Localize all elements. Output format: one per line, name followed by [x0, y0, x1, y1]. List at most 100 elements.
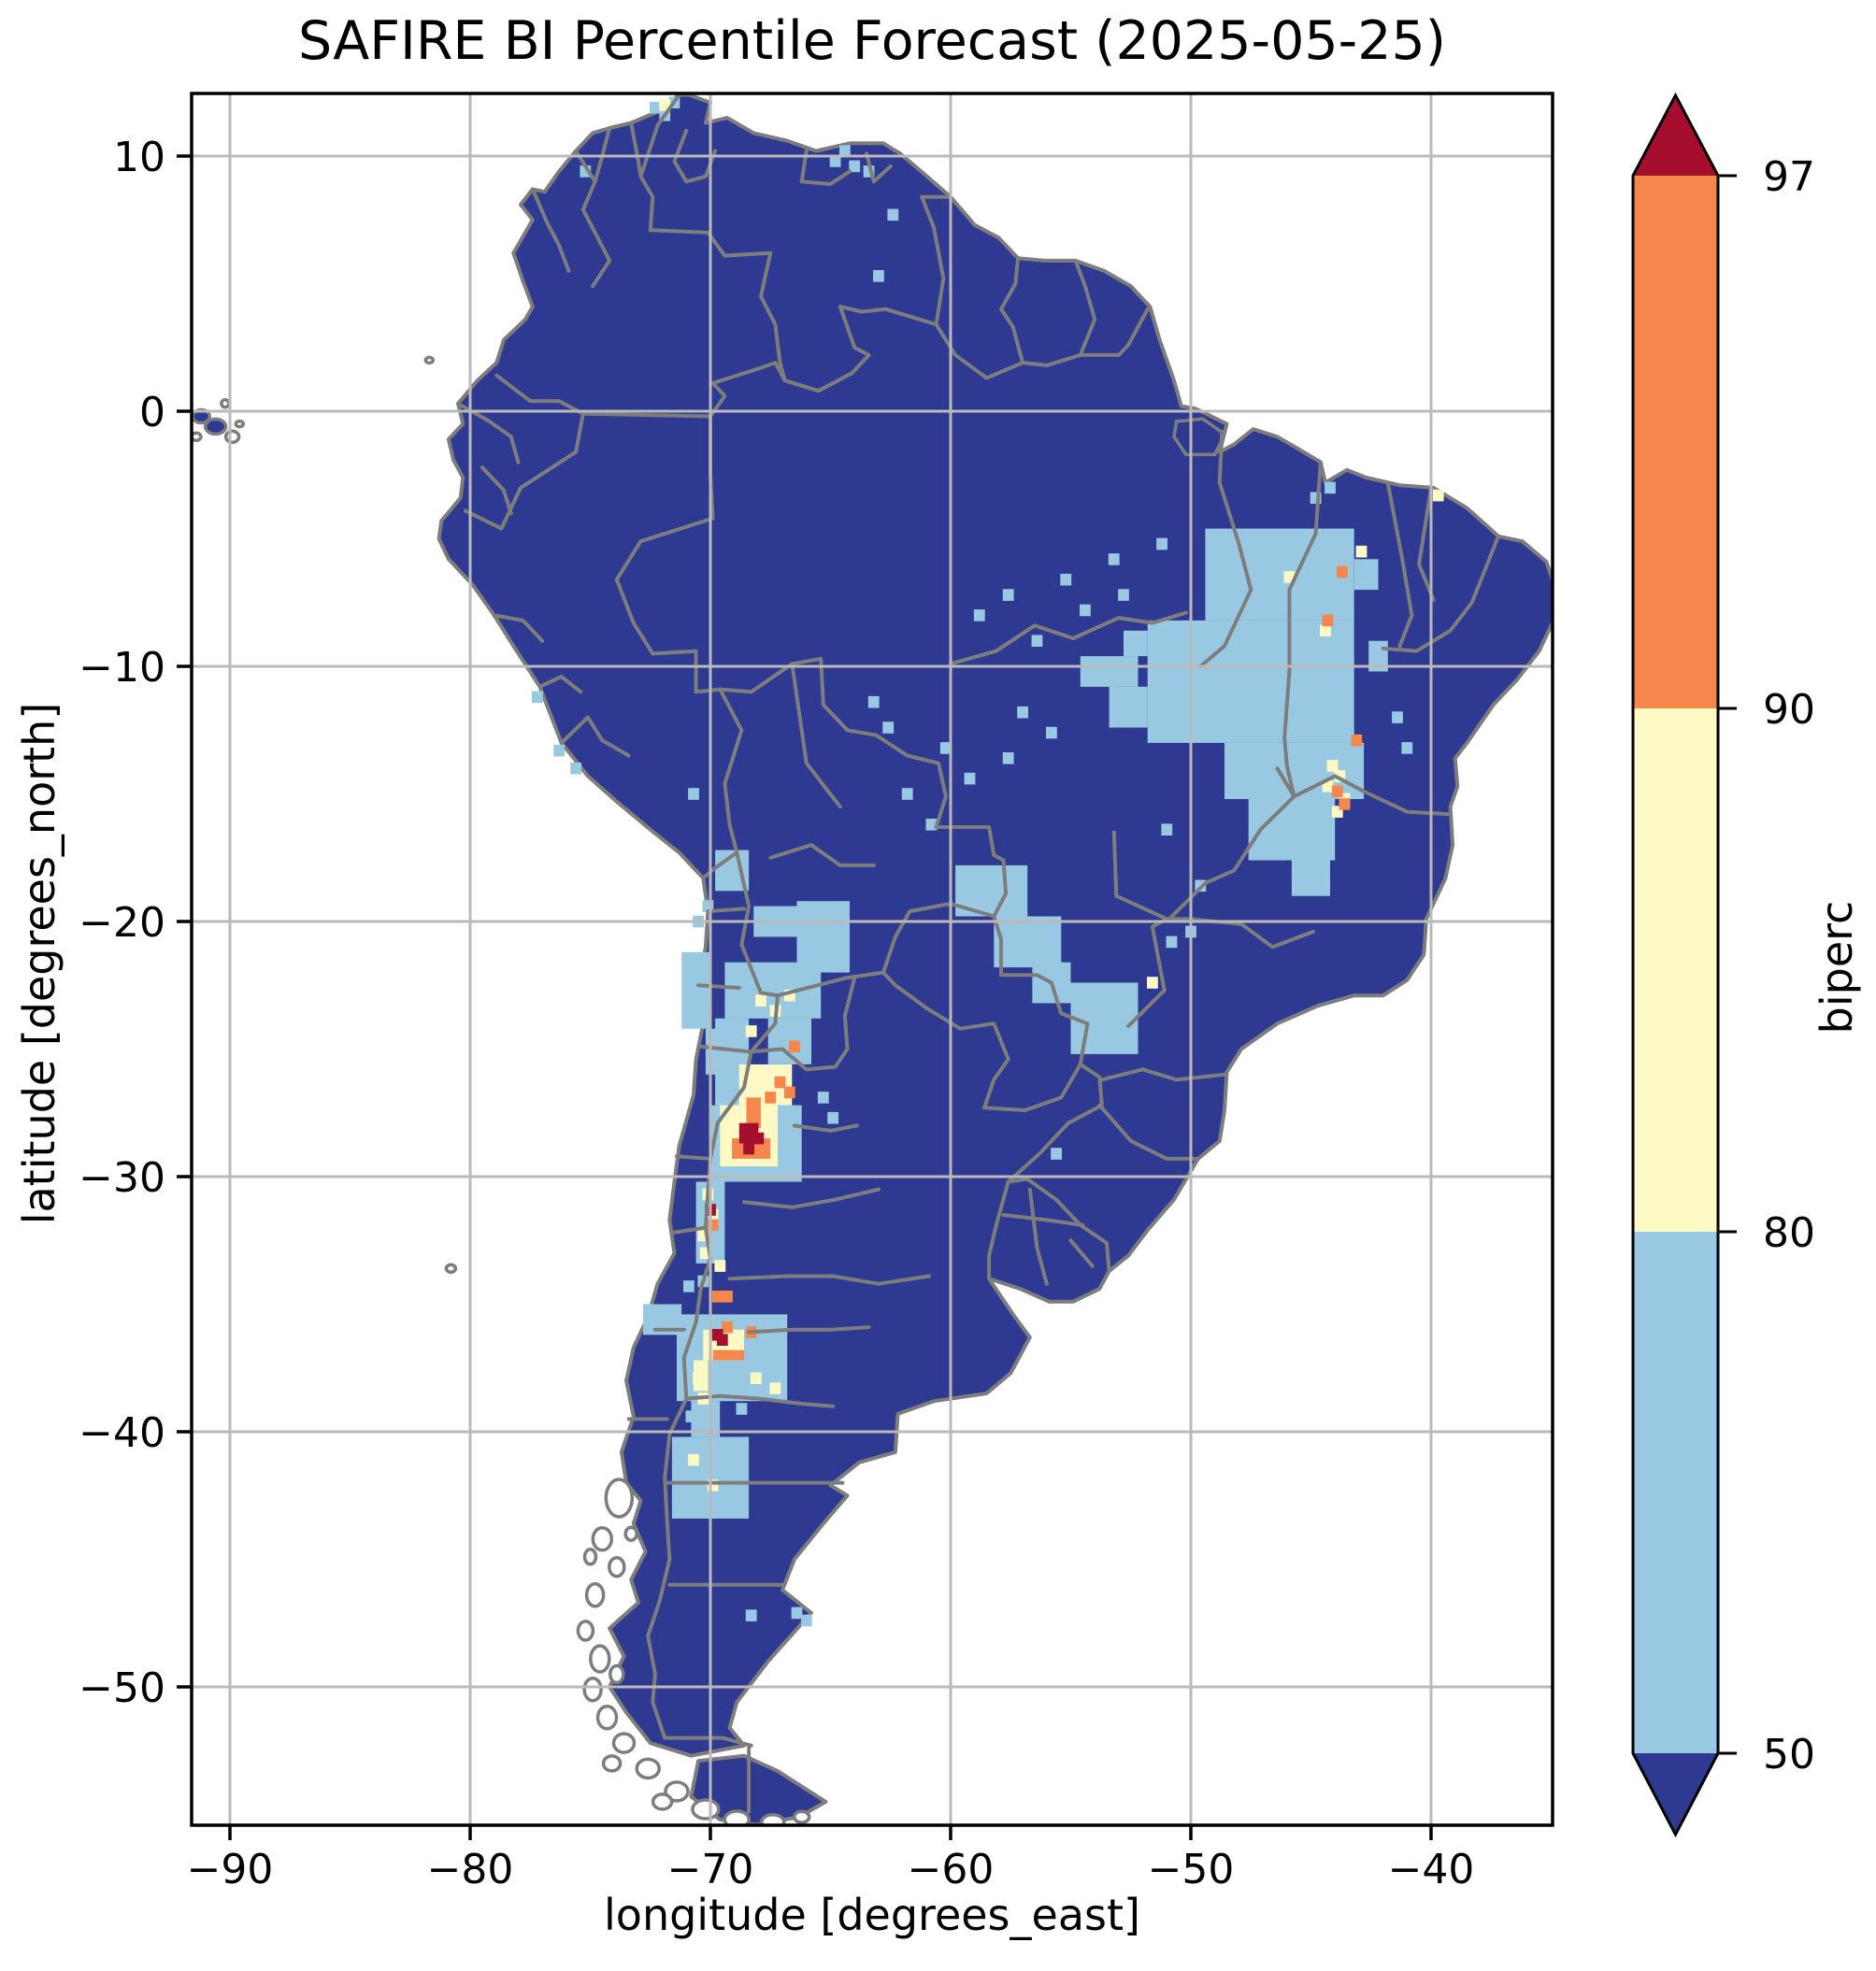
cell-50-80: [863, 165, 875, 178]
cell-50-80: [1118, 589, 1129, 601]
cell-90-97: [783, 1086, 795, 1099]
admin-border: [749, 976, 857, 1072]
island-outline: [608, 1555, 626, 1578]
island-outline: [723, 1809, 752, 1825]
cell-80-90: [699, 1247, 711, 1260]
cell-50-80: [829, 155, 841, 167]
cell-50-80: [791, 1607, 803, 1620]
cell-50-80: [1002, 589, 1014, 601]
cell-50-80: [736, 1403, 748, 1415]
cell-50-80: [532, 691, 543, 704]
admin-border: [480, 465, 513, 516]
cell-50-80: [650, 101, 661, 114]
colorbar-over-arrow: [1633, 95, 1718, 176]
x-tick-label: −80: [427, 1846, 514, 1893]
patch-50-80: [796, 901, 850, 973]
island-outline: [604, 1478, 635, 1519]
colorbar-tick-label: 90: [1763, 686, 1815, 734]
cell-80-90: [1334, 770, 1346, 782]
island-outline: [623, 1525, 638, 1542]
cell-50-80: [964, 772, 976, 785]
admin-border: [663, 1735, 753, 1748]
cell-80-90: [1283, 571, 1296, 583]
cell-50-80: [707, 1418, 719, 1431]
chart-title: SAFIRE BI Percentile Forecast (2025-05-2…: [298, 10, 1446, 72]
colorbar-segment-50-80: [1633, 1232, 1718, 1753]
cell-90-97: [789, 1040, 800, 1053]
cell-80-90: [1432, 489, 1444, 502]
admin-border: [530, 187, 571, 273]
colorbar-tick-label: 80: [1763, 1209, 1815, 1257]
admin-border: [684, 1393, 836, 1408]
plot-frame: [190, 92, 1554, 1827]
cell-50-80: [925, 819, 938, 831]
admin-border: [1165, 917, 1316, 950]
cell-50-80: [1080, 604, 1091, 617]
cell-50-80: [702, 900, 714, 912]
admin-border: [799, 149, 852, 186]
cell-50-80: [1166, 936, 1178, 949]
island-outline: [192, 431, 203, 443]
patch-50-80: [1109, 686, 1148, 728]
admin-border: [675, 1154, 712, 1161]
admin-border: [865, 151, 893, 184]
admin-border: [742, 1187, 881, 1209]
cell-above-97: [711, 1329, 723, 1341]
cell-80-90: [1147, 977, 1158, 989]
y-tick-label: −40: [79, 1409, 165, 1457]
cell-90-97: [722, 1291, 733, 1303]
island-outline: [234, 419, 246, 429]
cell-90-97: [1331, 785, 1343, 798]
x-tick-label: −90: [187, 1846, 274, 1893]
island-outline: [203, 417, 228, 436]
patch-50-80: [1291, 860, 1330, 896]
island-outline: [423, 355, 436, 365]
cell-50-80: [827, 1111, 838, 1124]
island-outline: [691, 1798, 721, 1821]
admin-border: [669, 1225, 708, 1235]
island-outline: [601, 1754, 623, 1773]
patch-90-97: [746, 1097, 761, 1129]
cell-50-80: [745, 1609, 757, 1621]
cell-50-80: [553, 744, 565, 757]
x-axis-label: longitude [degrees_east]: [604, 1890, 1140, 1940]
cell-90-97: [722, 1321, 733, 1334]
cell-50-80: [1002, 752, 1014, 764]
cell-80-90: [745, 1025, 757, 1037]
cell-50-80: [1392, 711, 1403, 723]
admin-border: [706, 907, 746, 914]
admin-border: [629, 121, 643, 179]
patch-50-80: [681, 951, 710, 1029]
admin-border: [1282, 460, 1323, 740]
cell-50-80: [685, 1410, 697, 1422]
cell-90-97: [1351, 734, 1363, 747]
x-tick-label: −60: [908, 1846, 995, 1893]
cell-80-90: [707, 1479, 719, 1492]
admin-border: [1006, 1062, 1104, 1184]
island-outline: [582, 1548, 598, 1566]
island-outline: [635, 1757, 661, 1780]
cell-80-90: [1331, 806, 1343, 818]
cell-90-97: [1339, 798, 1351, 810]
cell-50-80: [1051, 1148, 1062, 1160]
cell-50-80: [570, 762, 581, 775]
admin-border: [698, 1044, 752, 1054]
cell-50-80: [817, 1092, 829, 1104]
admin-border: [727, 1274, 931, 1286]
cell-50-80: [1108, 553, 1120, 565]
admin-border: [999, 256, 1025, 365]
admin-border: [987, 1179, 1010, 1281]
admin-border: [1385, 480, 1414, 649]
admin-border: [537, 674, 583, 694]
cell-50-80: [887, 208, 899, 221]
island-outline: [444, 1263, 458, 1275]
admin-border: [463, 411, 585, 531]
patch-50-80: [1124, 630, 1148, 657]
admin-border: [881, 970, 1082, 1112]
map-layers: [192, 93, 1553, 1825]
admin-border: [790, 662, 842, 809]
admin-border: [1417, 485, 1436, 602]
colorbar-tick-label: 50: [1763, 1731, 1815, 1778]
island-outline: [584, 1581, 606, 1608]
